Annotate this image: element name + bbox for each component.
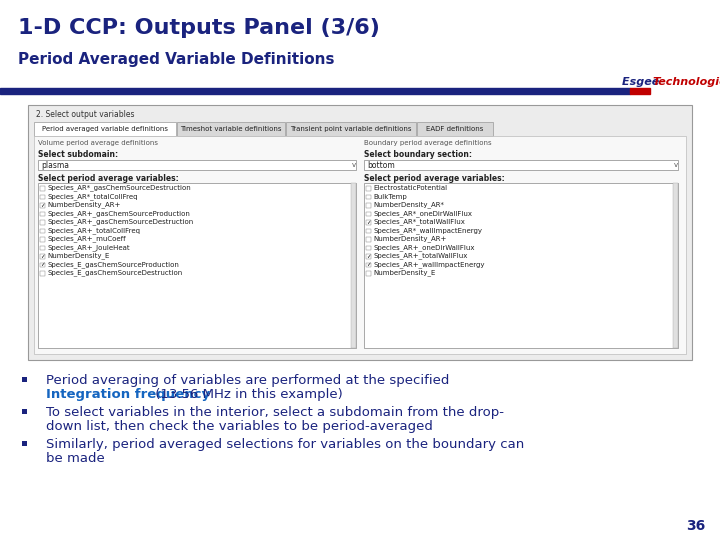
Text: NumberDensity_E: NumberDensity_E [373,269,436,276]
Text: 1-D CCP: Outputs Panel (3/6): 1-D CCP: Outputs Panel (3/6) [18,18,380,38]
Bar [40,271,45,275]
Text: Select subdomain:: Select subdomain: [38,150,118,159]
Bar [366,254,371,259]
Text: be made: be made [46,452,104,465]
Bar [40,203,45,207]
Text: ✓: ✓ [40,262,45,267]
Bar [38,183,356,348]
Bar [22,409,27,414]
Text: down list, then check the variables to be period-averaged: down list, then check the variables to b… [46,420,433,433]
Bar [366,271,371,275]
Text: ✓: ✓ [40,254,45,259]
Bar [40,212,45,216]
Bar [630,88,650,94]
Bar [40,246,45,250]
Text: Period Averaged Variable Definitions: Period Averaged Variable Definitions [18,52,335,67]
Text: NumberDensity_E: NumberDensity_E [47,253,109,259]
Text: Species_AR*_gasChemSourceDestruction: Species_AR*_gasChemSourceDestruction [47,185,191,191]
Text: Species_AR+_wallImpactEnergy: Species_AR+_wallImpactEnergy [373,261,485,268]
Text: Species_AR+_totalCollFreq: Species_AR+_totalCollFreq [47,227,140,234]
Text: Species_AR+_JouleHeat: Species_AR+_JouleHeat [47,244,130,251]
Bar [40,220,45,225]
Bar [40,228,45,233]
Text: ElectrostaticPotential: ElectrostaticPotential [373,185,447,191]
Bar [366,194,371,199]
Bar [366,220,371,225]
Text: Select period average variables:: Select period average variables: [364,174,505,183]
Bar [366,212,371,216]
Bar [0,88,630,94]
Text: Species_AR+_gasChemSourceDestruction: Species_AR+_gasChemSourceDestruction [47,219,193,225]
Text: Period averaged variable definitions: Period averaged variable definitions [42,126,168,132]
Text: bottom: bottom [367,160,395,170]
Text: ✓: ✓ [40,202,45,208]
Bar [40,194,45,199]
Bar [351,183,356,348]
Bar [417,122,493,136]
Text: 36: 36 [685,519,705,533]
Text: Species_AR*_oneDirWallFlux: Species_AR*_oneDirWallFlux [373,210,472,217]
Bar [28,105,692,360]
Text: EADF definitions: EADF definitions [426,126,484,132]
Text: Technologies: Technologies [652,77,720,87]
Text: BulkTemp: BulkTemp [373,193,407,199]
Text: plasma: plasma [41,160,69,170]
Bar [40,186,45,191]
Bar [40,237,45,241]
Text: Timeshot variable definitions: Timeshot variable definitions [180,126,282,132]
Text: Integration frequency: Integration frequency [46,388,210,401]
Text: ✓: ✓ [366,220,371,225]
Bar [366,186,371,191]
Text: v: v [674,162,678,168]
Bar [34,122,176,136]
Text: NumberDensity_AR+: NumberDensity_AR+ [47,201,120,208]
Bar [366,262,371,267]
Bar [673,183,678,348]
Text: Species_AR+_gasChemSourceProduction: Species_AR+_gasChemSourceProduction [47,210,190,217]
Text: ✓: ✓ [366,262,371,267]
Text: Boundary period average definitions: Boundary period average definitions [364,140,492,146]
Bar [38,160,356,170]
Bar [364,160,678,170]
Text: Species_AR*_totalWallFlux: Species_AR*_totalWallFlux [373,219,465,225]
Bar [177,122,285,136]
Bar [366,246,371,250]
Text: Volume period average definitions: Volume period average definitions [38,140,158,146]
Text: Species_AR*_totalCollFreq: Species_AR*_totalCollFreq [47,193,138,200]
Text: Species_E_gasChemSourceProduction: Species_E_gasChemSourceProduction [47,261,179,268]
Bar [22,441,27,446]
Bar [286,122,416,136]
Text: Similarly, period averaged selections for variables on the boundary can: Similarly, period averaged selections fo… [46,438,524,451]
Text: Esgee: Esgee [622,77,663,87]
Text: Select boundary section:: Select boundary section: [364,150,472,159]
Text: Species_AR+_muCoeff: Species_AR+_muCoeff [47,235,125,242]
Text: ✓: ✓ [366,254,371,259]
Text: NumberDensity_AR*: NumberDensity_AR* [373,201,444,208]
Text: Species_AR*_wallImpactEnergy: Species_AR*_wallImpactEnergy [373,227,482,234]
Text: Select period average variables:: Select period average variables: [38,174,179,183]
Text: Transient point variable definitions: Transient point variable definitions [290,126,412,132]
Bar [366,203,371,207]
Text: NumberDensity_AR+: NumberDensity_AR+ [373,235,446,242]
Bar [34,136,686,354]
Text: Period averaging of variables are performed at the specified: Period averaging of variables are perfor… [46,374,449,387]
Text: Species_AR+_totalWallFlux: Species_AR+_totalWallFlux [373,253,467,259]
Bar [366,237,371,241]
Text: To select variables in the interior, select a subdomain from the drop-: To select variables in the interior, sel… [46,406,504,419]
Text: Species_E_gasChemSourceDestruction: Species_E_gasChemSourceDestruction [47,269,182,276]
Text: v: v [352,162,356,168]
Bar [366,228,371,233]
Text: (13.56 MHz in this example): (13.56 MHz in this example) [151,388,343,401]
Bar [40,262,45,267]
Bar [22,377,27,382]
Text: 2. Select output variables: 2. Select output variables [36,110,135,119]
Bar [364,183,678,348]
Bar [40,254,45,259]
Text: Species_AR+_oneDirWallFlux: Species_AR+_oneDirWallFlux [373,244,474,251]
